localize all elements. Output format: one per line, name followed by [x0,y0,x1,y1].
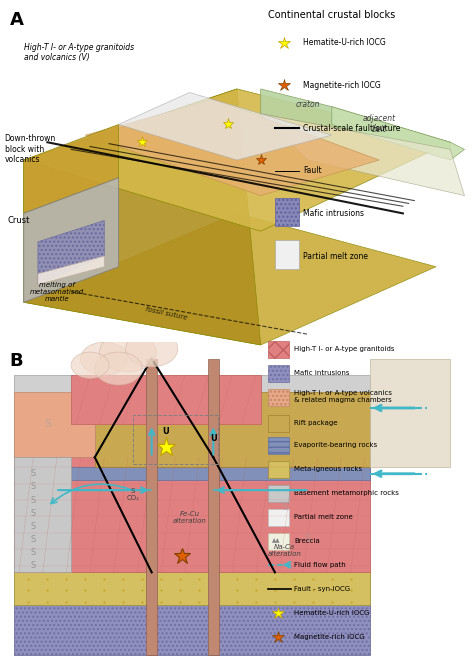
Text: U: U [163,427,169,436]
Text: S: S [30,548,36,557]
Text: A: A [9,11,23,29]
Text: High-T I- or A-type granitoids
and volcanics (V): High-T I- or A-type granitoids and volca… [24,43,134,62]
Bar [14,605,370,655]
FancyBboxPatch shape [268,485,289,502]
Text: Continental crustal blocks: Continental crustal blocks [268,10,395,19]
FancyBboxPatch shape [268,533,289,550]
Text: ▲▲: ▲▲ [272,538,280,544]
Bar [146,358,157,655]
Polygon shape [14,458,370,572]
Text: S: S [44,419,51,429]
Text: Partial melt zone: Partial melt zone [303,252,368,260]
Text: Down-thrown
block with
volcanics: Down-thrown block with volcanics [5,134,56,164]
Polygon shape [24,213,436,345]
Polygon shape [24,125,119,213]
Text: Breccia: Breccia [294,537,319,544]
Text: High-T I- or A-type granitoids: High-T I- or A-type granitoids [294,346,394,352]
Text: Magnetite-rich IOCG: Magnetite-rich IOCG [303,81,381,90]
Text: Meta-igneous rocks: Meta-igneous rocks [294,466,362,472]
Text: Fault - syn-IOCG: Fault - syn-IOCG [294,586,350,592]
Polygon shape [332,107,465,160]
Polygon shape [71,375,261,424]
Polygon shape [38,256,104,285]
Bar [133,415,218,464]
FancyBboxPatch shape [268,461,289,478]
FancyBboxPatch shape [275,198,299,226]
Polygon shape [85,99,379,196]
FancyBboxPatch shape [268,365,289,382]
Text: S: S [304,535,312,544]
Text: High-T I- or A-type volcanics
& related magma chambers: High-T I- or A-type volcanics & related … [294,391,392,403]
Text: S: S [30,561,36,570]
Polygon shape [14,391,95,458]
Circle shape [71,352,109,378]
Polygon shape [95,391,370,467]
Polygon shape [14,467,370,480]
Text: U: U [210,434,217,443]
Text: S: S [30,495,36,505]
Text: S: S [30,522,36,531]
Polygon shape [24,89,450,231]
Text: melting of
metasomatised
mantle: melting of metasomatised mantle [30,282,84,302]
Text: Mafic intrusions: Mafic intrusions [303,209,365,218]
Text: Magnetite-rich IOCG: Magnetite-rich IOCG [294,634,365,640]
Text: Hematite-U-rich IOCG: Hematite-U-rich IOCG [303,38,386,47]
Polygon shape [14,572,370,605]
Text: S: S [30,535,36,544]
FancyBboxPatch shape [275,240,299,269]
Text: craton: craton [296,100,320,109]
FancyBboxPatch shape [268,389,289,406]
Text: S
CO₂: S CO₂ [126,488,139,501]
Text: Fault: Fault [303,166,322,175]
Polygon shape [261,89,450,150]
Text: S: S [30,509,36,518]
Polygon shape [38,221,104,285]
Circle shape [81,342,128,375]
FancyBboxPatch shape [268,415,289,432]
Circle shape [126,331,178,367]
Polygon shape [14,458,71,572]
Text: Basement metamorphic rocks: Basement metamorphic rocks [294,490,399,496]
Text: S: S [30,469,36,478]
FancyBboxPatch shape [268,509,289,526]
Polygon shape [24,89,261,345]
Text: Partial melt zone: Partial melt zone [294,514,353,520]
Text: S: S [30,482,36,491]
Text: Hematite-U-rich IOCG: Hematite-U-rich IOCG [294,610,369,616]
Polygon shape [24,178,119,302]
Text: Crustal-scale fault/suture: Crustal-scale fault/suture [303,123,401,133]
Text: Crust: Crust [8,216,30,225]
Text: S: S [281,502,288,511]
Text: B: B [9,352,23,370]
Text: Mafic intrusions: Mafic intrusions [294,370,349,376]
Text: Evaporite-bearing rocks: Evaporite-bearing rocks [294,442,377,448]
Text: Fluid flow path: Fluid flow path [294,562,346,568]
Text: fossil suture: fossil suture [145,306,187,321]
Bar [14,375,370,655]
Circle shape [95,352,142,385]
Bar [208,358,219,655]
Text: Na-Ca
alteration: Na-Ca alteration [267,544,301,557]
FancyBboxPatch shape [268,437,289,454]
FancyBboxPatch shape [268,341,289,358]
Text: adjacent
belt: adjacent belt [363,114,396,134]
Text: Fe-Cu
alteration: Fe-Cu alteration [173,511,207,524]
Polygon shape [261,114,465,196]
Polygon shape [118,93,332,160]
Polygon shape [370,358,450,467]
Circle shape [100,332,156,372]
Text: Rift package: Rift package [294,420,337,426]
